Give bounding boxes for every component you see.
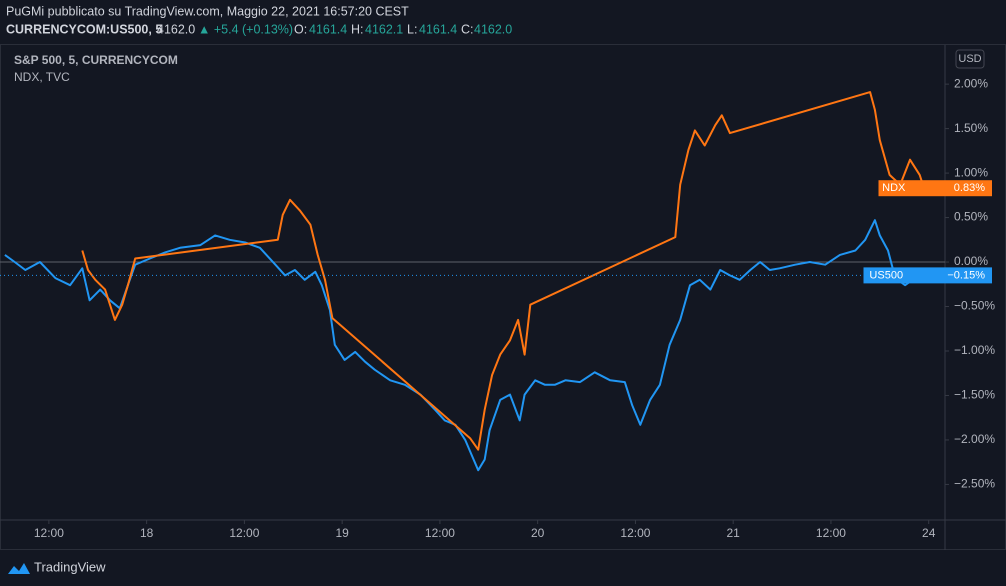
y-tick-label: −1.50% xyxy=(954,388,995,402)
ohlc-value: 4161.4 xyxy=(419,22,457,36)
symbol: CURRENCYCOM:US500, 5 xyxy=(6,22,162,36)
last-value-tag: US500 −0.15% xyxy=(863,267,992,284)
y-tick-label: −2.00% xyxy=(954,432,995,446)
change: ▲ +5.4 (+0.13%) xyxy=(198,22,293,36)
y-tick-label: 1.00% xyxy=(954,165,988,179)
y-tick-label: −0.50% xyxy=(954,299,995,313)
tag-name-box xyxy=(863,267,909,284)
tag-name: NDX xyxy=(882,182,906,194)
ohlc-value: 4162.0 xyxy=(474,22,512,36)
y-tick-label: 0.00% xyxy=(954,254,988,268)
y-tick-label: 0.50% xyxy=(954,210,988,224)
x-tick-label: 24 xyxy=(922,526,936,540)
x-tick-label: 12:00 xyxy=(425,526,455,540)
x-tick-label: 12:00 xyxy=(34,526,64,540)
logo xyxy=(8,563,30,574)
legend-entry: NDX, TVC xyxy=(14,70,70,84)
x-tick-label: 12:00 xyxy=(229,526,259,540)
x-tick-label: 19 xyxy=(335,526,349,540)
author-line: PuGMi pubblicato su TradingView.com, Mag… xyxy=(6,4,409,18)
price: 4162.0 xyxy=(157,22,195,36)
tag-name: US500 xyxy=(869,269,903,281)
y-tick-label: 2.00% xyxy=(954,76,988,90)
ohlc-value: 4161.4 xyxy=(309,22,347,36)
ohlc-value: 4162.1 xyxy=(365,22,403,36)
x-tick-label: 18 xyxy=(140,526,154,540)
ohlc-label: H: xyxy=(351,22,364,36)
y-tick-label: 1.50% xyxy=(954,121,988,135)
ohlc-label: O: xyxy=(294,22,307,36)
x-tick-label: 20 xyxy=(531,526,545,540)
ohlc-label: C: xyxy=(461,22,474,36)
tag-value-box xyxy=(909,180,992,197)
x-tick-label: 21 xyxy=(727,526,741,540)
tag-name-box xyxy=(878,180,909,197)
series-line xyxy=(4,219,936,472)
series-line xyxy=(81,91,936,451)
tag-value-box xyxy=(909,267,992,284)
y-tick-label: −2.50% xyxy=(954,477,995,491)
currency: USD xyxy=(958,53,981,65)
tag-value: 0.83% xyxy=(954,182,985,194)
footer-brand: TradingView xyxy=(34,559,106,574)
x-tick-label: 12:00 xyxy=(816,526,846,540)
currency-box xyxy=(955,49,985,69)
tag-value: −0.15% xyxy=(947,269,985,281)
ohlc-label: L: xyxy=(407,22,417,36)
y-tick-label: −1.00% xyxy=(954,343,995,357)
x-tick-label: 12:00 xyxy=(620,526,650,540)
legend-entry: S&P 500, 5, CURRENCYCOM xyxy=(14,53,178,67)
last-value-tag: NDX 0.83% xyxy=(878,180,992,197)
